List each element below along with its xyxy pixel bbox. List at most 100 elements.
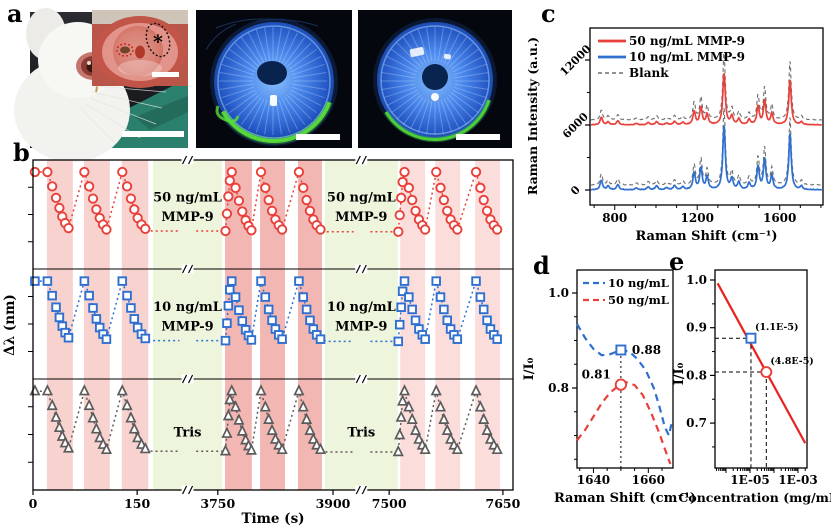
scale-bar: [152, 72, 179, 77]
marker-circle: [315, 224, 326, 235]
x-tick-label: 150: [124, 496, 150, 511]
marker-triangle: [224, 392, 236, 405]
y-tick-label: 1.0: [548, 286, 569, 300]
marker-circle: [293, 166, 305, 178]
iris-streak: [248, 32, 265, 64]
axis-break-mask: [355, 155, 368, 165]
axis-break-mask: [181, 155, 194, 165]
x-tick-label: 800: [602, 211, 627, 225]
y-tick-label: 0.8: [548, 381, 569, 395]
scale-bar: [456, 134, 500, 140]
spectrum-blank: [590, 52, 822, 121]
iris-streak: [275, 100, 282, 135]
marker-triangle: [219, 444, 232, 456]
iris-streak: [386, 56, 418, 73]
marker-circle: [438, 194, 450, 206]
x-axis-label: Raman Shift (cm⁻¹): [554, 491, 696, 506]
marker-triangle: [409, 423, 422, 435]
marker-circle: [475, 182, 486, 193]
band-annotation: 10 ng/mL: [327, 300, 396, 315]
axis-break-mask: [355, 485, 368, 495]
x-tick-label: 1640: [577, 473, 610, 487]
fluorescein-ring: [221, 101, 332, 143]
marker-circle: [129, 204, 140, 215]
marker-triangle: [90, 422, 102, 434]
marker-triangle: [398, 384, 411, 396]
band-annotation: 10 ng/mL: [153, 300, 222, 315]
legend-label: 50 ng/mL MMP-9: [629, 34, 745, 48]
marker-circle: [298, 182, 309, 193]
band-annotation: Tris: [347, 426, 375, 441]
marker-circle: [121, 181, 133, 192]
x-tick-label: 3750: [200, 496, 235, 511]
marker-square: [47, 290, 57, 301]
marker-triangle: [276, 442, 288, 455]
marker-circle: [84, 181, 95, 192]
band-annotation: MMP-9: [161, 210, 213, 225]
iris-streak: [426, 100, 433, 135]
marker-triangle: [128, 422, 140, 434]
band-annotation: 50 ng/mL: [327, 190, 396, 205]
marker-circle: [221, 208, 233, 219]
iris-streak: [381, 83, 416, 90]
marker-triangle: [125, 411, 137, 423]
iris-streak: [437, 100, 444, 135]
iris-streaks: [219, 27, 327, 135]
iris-streak: [255, 29, 268, 63]
marker-circle: [233, 195, 245, 206]
asterisk-annotation: *: [153, 31, 163, 53]
iris-streak: [234, 42, 260, 68]
marker-circle: [63, 222, 74, 234]
iris-streak: [417, 29, 430, 63]
marker-circle: [435, 182, 446, 193]
marker-triangle: [430, 384, 442, 396]
iris-streak: [452, 56, 484, 73]
x-axis-label: Time (s): [241, 511, 304, 525]
fluorescein-pool: [215, 105, 240, 123]
value-annotation: 0.81: [582, 368, 611, 382]
marker-square: [394, 319, 405, 330]
hyphema-spot: [135, 45, 145, 59]
legend-label: Blank: [629, 66, 669, 80]
spectrum-sample: [590, 73, 822, 126]
spectrum-sample: [590, 125, 823, 191]
iris-streak: [454, 83, 489, 90]
marker-square: [237, 316, 248, 326]
plot-border: [714, 269, 808, 469]
marker-circle: [50, 192, 62, 204]
iris-streak: [402, 96, 424, 125]
eye-highlight: [87, 61, 91, 65]
black-dotted-ellipse: [145, 22, 171, 58]
marker-triangle: [304, 423, 316, 435]
marker-triangle: [132, 430, 144, 443]
incubation-band: [153, 160, 223, 490]
iris-streak: [240, 96, 262, 125]
axis-break-mask: [355, 264, 368, 274]
ratio-curve: [576, 323, 673, 439]
iris-streak: [281, 98, 298, 130]
y-axis-label: I/I₀: [672, 362, 687, 385]
plot-border: [32, 159, 514, 491]
iris-streak: [278, 99, 291, 133]
marker-square: [397, 286, 408, 297]
iris-streak: [229, 92, 258, 114]
axis-break-mark: [188, 485, 194, 495]
band-annotation: MMP-9: [161, 320, 213, 335]
iris-streak: [452, 89, 484, 106]
marker-square: [492, 334, 502, 344]
lens-reflection: [409, 47, 452, 60]
iris-streak: [291, 86, 325, 99]
marker-square: [435, 292, 446, 302]
iris-streak: [450, 48, 479, 70]
limbal-ring: [380, 25, 490, 135]
marker-square: [277, 334, 287, 344]
marker-triangle: [478, 412, 490, 424]
iris-streak: [248, 98, 265, 130]
marker-circle: [260, 182, 271, 193]
marker-triangle: [438, 412, 450, 424]
marker-square: [220, 335, 231, 346]
axis-break-mark: [361, 155, 367, 165]
iris-streak: [286, 42, 312, 68]
red-dotted-ellipse: [116, 43, 134, 57]
